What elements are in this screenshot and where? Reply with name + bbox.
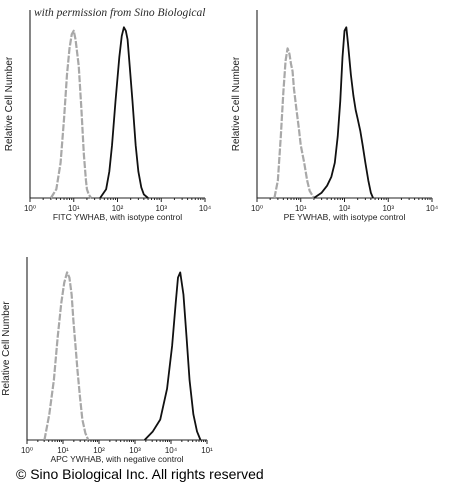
x-tick-label: 10¹ [57,446,69,455]
y-axis-label: Relative Cell Number [1,301,12,396]
x-tick-label: 10⁴ [165,446,178,455]
series-control-line [273,47,315,199]
x-tick-label: 10⁰ [21,446,33,455]
copyright-text: © Sino Biological Inc. All rights reserv… [16,466,264,482]
histogram-apc: 10⁰ 10¹ 10² 10³ 10⁴ 10¹ Relative Cell Number AP… [1,257,213,464]
series-control-line [43,271,90,441]
x-axis-label: PE YWHAB, with isotype control [284,212,406,222]
x-tick-label: 10² [93,446,105,455]
x-tick-label: 10¹ [201,446,213,455]
x-axis-label: APC YWHAB, with negative control [50,454,183,464]
axis-lines [29,10,205,199]
x-tick-label: 10² [339,204,351,213]
x-tick-label: 10¹ [295,204,307,213]
series-sample-line [143,271,202,441]
axis-lines [26,257,207,441]
y-axis-label: Relative Cell Number [231,56,242,151]
x-tick-label: 10² [112,204,124,213]
x-tick-label: 10¹ [68,204,80,213]
series-sample-line [99,26,149,199]
x-tick-label: 10³ [155,204,167,213]
histogram-pe: 10⁰ 10¹ 10² 10³ 10⁴ Relative Cell Number PE YW… [231,10,439,222]
x-tick-label: 10⁰ [24,204,36,213]
x-tick-label: 10⁴ [426,204,439,213]
histogram-fitc: 10⁰ 10¹ 10² 10³ 10⁴ Relative Cell Number FITC … [4,10,212,222]
y-axis-label: Relative Cell Number [4,56,15,151]
x-axis-label: FITC YWHAB, with isotype control [53,212,182,222]
x-tick-label: 10⁰ [251,204,263,213]
series-control-line [49,29,93,199]
x-tick-label: 10³ [382,204,394,213]
x-tick-label: 10⁴ [199,204,212,213]
series-sample-line [313,26,374,199]
watermark-text: with permission from Sino Biological [34,7,206,19]
x-tick-label: 10³ [129,446,141,455]
